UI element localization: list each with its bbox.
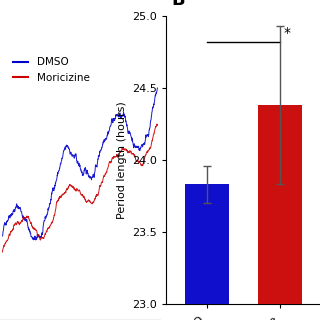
- Y-axis label: Period length (hours): Period length (hours): [117, 101, 127, 219]
- Bar: [258, 105, 302, 304]
- Text: *: *: [284, 27, 291, 40]
- Bar: [185, 185, 228, 304]
- Text: B: B: [172, 0, 185, 9]
- Legend: DMSO, Moricizine: DMSO, Moricizine: [8, 53, 93, 87]
